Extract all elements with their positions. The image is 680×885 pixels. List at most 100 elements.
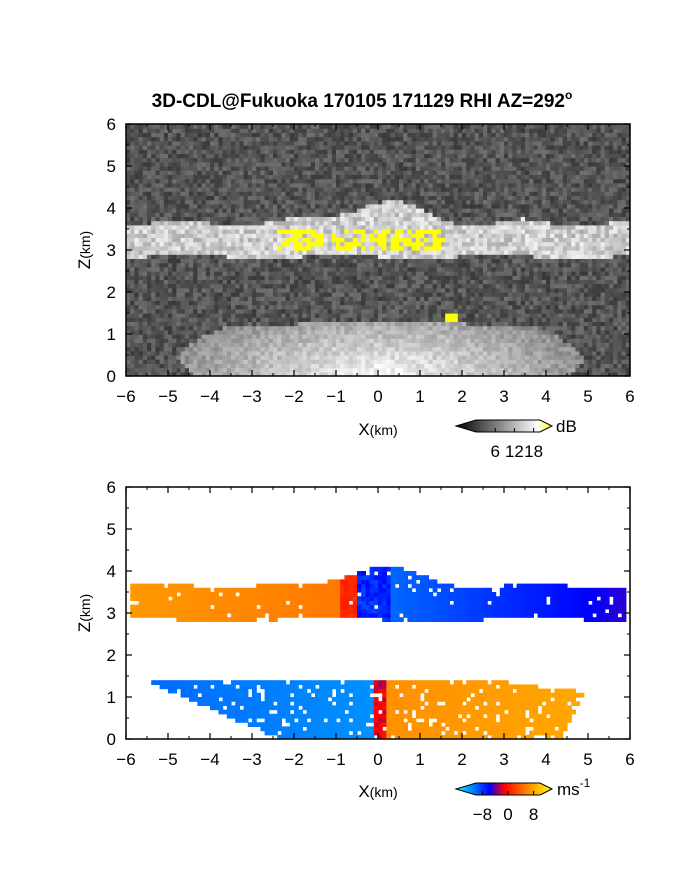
backscatter-cell (184, 371, 190, 376)
backscatter-cell (231, 187, 236, 192)
backscatter-cell (138, 157, 144, 163)
backscatter-cell (168, 350, 173, 356)
backscatter-cell (331, 308, 337, 314)
backscatter-cell (273, 371, 278, 376)
backscatter-cell (420, 279, 425, 285)
backscatter-cell (298, 342, 303, 348)
backscatter-cell (323, 149, 329, 154)
backscatter-cell (373, 245, 379, 251)
backscatter-cell (394, 136, 400, 142)
backscatter-cell (268, 191, 274, 196)
backscatter-cell (210, 287, 215, 293)
backscatter-cell (340, 308, 345, 314)
backscatter-cell (214, 292, 219, 297)
backscatter-cell (163, 157, 169, 163)
backscatter-cell (327, 296, 333, 301)
backscatter-cell (289, 132, 295, 138)
backscatter-cell (323, 313, 329, 318)
backscatter-cell (168, 279, 173, 285)
backscatter-cell (411, 296, 417, 301)
backscatter-cell (260, 140, 266, 146)
backscatter-cell (394, 182, 400, 188)
backscatter-cell (331, 216, 337, 222)
backscatter-cell (369, 216, 375, 222)
backscatter-cell (155, 313, 161, 318)
backscatter-cell (373, 140, 379, 146)
backscatter-cell (306, 258, 312, 264)
backscatter-cell (243, 166, 249, 171)
backscatter-cell (428, 367, 434, 373)
backscatter-cell (369, 275, 375, 280)
backscatter-cell (193, 195, 198, 201)
backscatter-cell (323, 359, 329, 364)
backscatter-cell (403, 250, 408, 255)
backscatter-cell (159, 245, 165, 251)
backscatter-cell (235, 325, 240, 331)
backscatter-cell (310, 363, 316, 369)
backscatter-cell (256, 241, 261, 247)
backscatter-cell (428, 329, 434, 335)
backscatter-cell (420, 334, 425, 339)
backscatter-cell (298, 338, 303, 343)
backscatter-cell (365, 346, 371, 352)
backscatter-cell (210, 300, 215, 306)
backscatter-cell (268, 317, 274, 322)
backscatter-cell (331, 321, 337, 327)
backscatter-cell (231, 250, 236, 255)
backscatter-cell (147, 300, 152, 306)
backscatter-cell (394, 216, 400, 222)
backscatter-cell (172, 132, 177, 138)
backscatter-cell (147, 275, 152, 280)
backscatter-cell (373, 212, 379, 217)
backscatter-cell (323, 258, 329, 264)
backscatter-cell (348, 325, 354, 331)
backscatter-cell (235, 250, 240, 255)
backscatter-cell (268, 329, 274, 335)
backscatter-cell (243, 355, 249, 360)
backscatter-cell (315, 359, 320, 364)
backscatter-cell (373, 170, 379, 175)
backscatter-cell (403, 363, 408, 369)
backscatter-cell (361, 321, 366, 327)
backscatter-cell (462, 262, 467, 268)
backscatter-cell (441, 325, 446, 331)
backscatter-cell (235, 279, 240, 285)
backscatter-cell (445, 124, 450, 129)
backscatter-cell (222, 283, 228, 289)
backscatter-cell (256, 237, 261, 243)
backscatter-cell (336, 355, 341, 360)
backscatter-cell (428, 136, 434, 142)
backscatter-cell (369, 233, 375, 238)
backscatter-cell (323, 275, 329, 280)
backscatter-cell (390, 182, 396, 188)
backscatter-cell (210, 140, 215, 146)
backscatter-cell (373, 208, 379, 213)
backscatter-cell (432, 229, 438, 234)
backscatter-cell (126, 334, 131, 339)
backscatter-cell (428, 182, 434, 188)
backscatter-cell (134, 241, 140, 247)
backscatter-cell (340, 149, 345, 154)
backscatter-cell (336, 359, 341, 364)
backscatter-cell (218, 195, 224, 201)
backscatter-cell (327, 283, 333, 289)
backscatter-cell (386, 292, 392, 297)
backscatter-cell (340, 334, 345, 339)
backscatter-cell (394, 266, 400, 272)
backscatter-cell (407, 300, 413, 306)
backscatter-cell (403, 355, 408, 360)
backscatter-cell (348, 136, 354, 142)
backscatter-cell (415, 287, 421, 293)
backscatter-cell (147, 128, 152, 133)
backscatter-cell (294, 191, 299, 196)
backscatter-cell (462, 313, 467, 318)
backscatter-cell (218, 283, 224, 289)
backscatter-cell (390, 346, 396, 352)
backscatter-cell (289, 191, 295, 196)
backscatter-cell (441, 296, 446, 301)
backscatter-cell (277, 216, 282, 222)
backscatter-cell (441, 279, 446, 285)
backscatter-cell (348, 363, 354, 369)
backscatter-cell (432, 132, 438, 138)
backscatter-cell (231, 371, 236, 376)
